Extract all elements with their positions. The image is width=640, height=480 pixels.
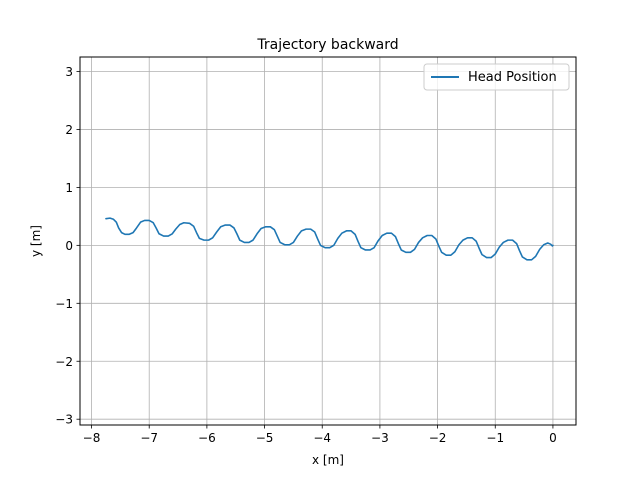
y-tick-label: −1 xyxy=(55,297,73,311)
series-layer xyxy=(105,217,554,261)
y-tick-label: −3 xyxy=(55,413,73,427)
y-tick-label: −2 xyxy=(55,355,73,369)
x-axis-ticks: −8 −7 −6 −5 −4 −3 −2 −1 0 xyxy=(83,425,557,445)
y-tick-label: 3 xyxy=(65,65,73,79)
y-axis-label: y [m] xyxy=(29,225,43,257)
x-tick-label: 0 xyxy=(549,431,557,445)
x-tick-label: −6 xyxy=(198,431,216,445)
x-tick-label: −1 xyxy=(486,431,504,445)
x-tick-label: −2 xyxy=(429,431,447,445)
y-tick-label: 0 xyxy=(65,239,73,253)
series-line-head-position xyxy=(105,217,554,261)
x-tick-label: −3 xyxy=(371,431,389,445)
legend: Head Position xyxy=(423,63,570,91)
x-tick-label: −4 xyxy=(313,431,331,445)
grid-lines xyxy=(80,57,576,425)
y-tick-label: 1 xyxy=(65,181,73,195)
legend-box xyxy=(423,63,570,91)
legend-label-head-position: Head Position xyxy=(468,70,557,85)
plot-frame xyxy=(79,56,577,426)
x-tick-label: −5 xyxy=(256,431,274,445)
x-tick-label: −7 xyxy=(140,431,158,445)
chart-title: Trajectory backward xyxy=(256,37,398,53)
y-tick-label: 2 xyxy=(65,123,73,137)
x-tick-label: −8 xyxy=(83,431,101,445)
x-axis-label: x [m] xyxy=(312,453,344,467)
y-axis-ticks: −3 −2 −1 0 1 2 3 xyxy=(55,65,80,427)
